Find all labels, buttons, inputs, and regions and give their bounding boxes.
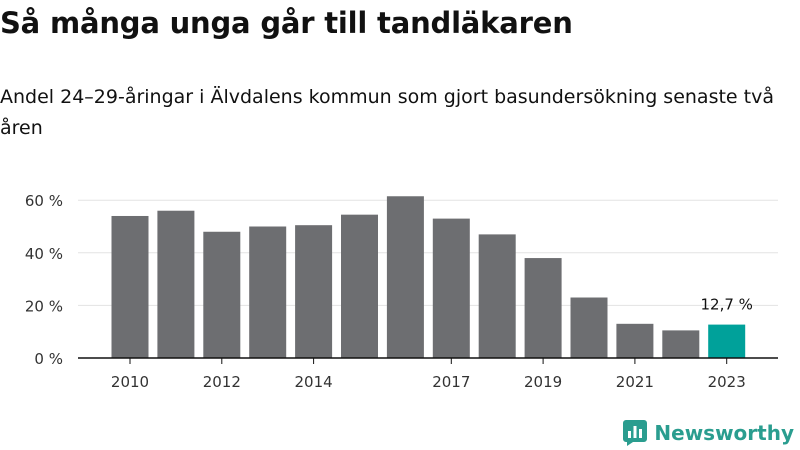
bar-2013 bbox=[249, 226, 287, 358]
y-axis-labels: 0 % 20 % 40 % 60 % bbox=[25, 192, 63, 368]
bar-2010 bbox=[111, 215, 149, 358]
x-tick-label: 2021 bbox=[616, 373, 654, 391]
y-tick-label: 40 % bbox=[25, 245, 63, 263]
bar-2014 bbox=[295, 225, 333, 358]
bar-2016 bbox=[386, 196, 424, 358]
x-tick-label: 2023 bbox=[708, 373, 746, 391]
bar-2019 bbox=[524, 258, 562, 358]
newsworthy-logo: Newsworthy bbox=[623, 420, 794, 446]
annotations: 12,7 % bbox=[700, 296, 752, 314]
brand-name: Newsworthy bbox=[654, 421, 794, 445]
chart-subtitle: Andel 24–29-åringar i Älvdalens kommun s… bbox=[0, 86, 774, 139]
x-tick-label: 2019 bbox=[524, 373, 562, 391]
bar-chart: 0 % 20 % 40 % 60 % 2010 2012 2014 2017 2019 2021… bbox=[25, 192, 778, 391]
bar-2012 bbox=[203, 231, 241, 358]
y-tick-label: 20 % bbox=[25, 297, 63, 315]
x-tick-label: 2012 bbox=[203, 373, 241, 391]
bar-2022 bbox=[662, 330, 700, 358]
bar-2011 bbox=[157, 210, 195, 358]
bar-2021 bbox=[616, 323, 654, 358]
newsworthy-icon bbox=[623, 420, 648, 446]
bar-2023 bbox=[708, 324, 746, 358]
y-tick-label: 0 % bbox=[34, 350, 63, 368]
x-tick-label: 2017 bbox=[432, 373, 470, 391]
y-tick-label: 60 % bbox=[25, 192, 63, 210]
bar-2017 bbox=[432, 218, 470, 358]
chart-title: Så många unga går till tandläkaren bbox=[0, 6, 573, 40]
x-tick-label: 2014 bbox=[295, 373, 333, 391]
data-label-2023: 12,7 % bbox=[700, 296, 752, 314]
bar-2020 bbox=[570, 297, 608, 358]
grid-lines bbox=[78, 199, 778, 306]
bars bbox=[78, 196, 778, 359]
x-axis-labels: 2010 2012 2014 2017 2019 2021 2023 bbox=[111, 358, 746, 391]
x-tick-label: 2010 bbox=[111, 373, 149, 391]
bar-2018 bbox=[478, 234, 516, 358]
bar-2015 bbox=[341, 214, 378, 358]
